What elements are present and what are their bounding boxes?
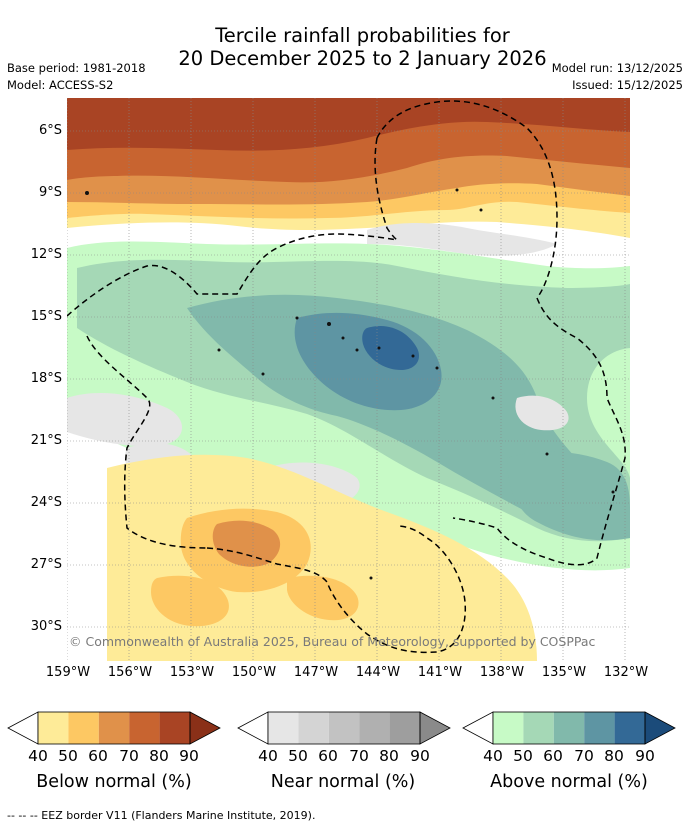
colorbar-outline <box>267 711 421 745</box>
colorbar-under-arrow <box>237 711 269 745</box>
colorbar-outline <box>492 711 646 745</box>
probability-map: © Commonwealth of Australia 2025, Bureau… <box>67 98 630 661</box>
x-tick-159w: 159°W <box>45 665 91 680</box>
above-normal-region-70 <box>187 294 611 530</box>
colorbar-segment <box>268 712 299 744</box>
colorbar-segment <box>38 712 69 744</box>
colorbar-segment <box>98 712 130 744</box>
eez-border-french-polynesia <box>452 297 626 566</box>
islands <box>85 188 615 580</box>
model-run: Model run: 13/12/2025 <box>551 61 683 75</box>
cb-below-tick-50: 50 <box>58 747 78 765</box>
x-tick-141w: 141°W <box>417 665 463 680</box>
cb-below-tick-60: 60 <box>88 747 108 765</box>
issued-date: Issued: 15/12/2025 <box>572 78 683 92</box>
cb-above-tick-40: 40 <box>483 747 503 765</box>
y-tick-18s: 18°S <box>30 371 62 386</box>
y-tick-27s: 27°S <box>30 557 62 572</box>
above-normal-region-80-b <box>362 326 420 370</box>
x-tick-150w: 150°W <box>231 665 277 680</box>
eez-border-cook-south <box>86 335 208 549</box>
near-normal-region-north <box>367 223 557 256</box>
colorbar-below-normal <box>7 711 221 745</box>
colorbar-below-normal-label: Below normal (%) <box>36 772 192 792</box>
eez-legend-note: -- -- -- EEZ border V11 (Flanders Marine… <box>7 809 316 822</box>
cb-above-tick-50: 50 <box>513 747 533 765</box>
colorbar-segment <box>389 712 420 744</box>
y-tick-9s: 9°S <box>38 185 62 200</box>
colorbar-segment <box>298 712 329 744</box>
x-tick-138w: 138°W <box>479 665 525 680</box>
near-normal-patch-west <box>67 393 182 447</box>
colorbar-segment <box>553 712 585 744</box>
cb-above-tick-80: 80 <box>604 747 624 765</box>
below-normal-region-south-60-b <box>151 575 229 627</box>
x-tick-153w: 153°W <box>169 665 215 680</box>
below-normal-region-north-90 <box>67 98 630 151</box>
colorbar-outline <box>37 711 191 745</box>
y-tick-6s: 6°S <box>38 123 62 138</box>
colorbar-over-arrow <box>419 711 451 745</box>
colorbar-segment <box>68 712 99 744</box>
colorbars <box>7 711 676 745</box>
colorbar-segment <box>359 712 390 744</box>
model-name: Model: ACCESS-S2 <box>7 78 114 92</box>
x-tick-144w: 144°W <box>355 665 401 680</box>
cb-above-tick-60: 60 <box>543 747 563 765</box>
eez-border-kiribati <box>376 100 558 299</box>
x-tick-156w: 156°W <box>107 665 153 680</box>
colorbar-near-normal-label: Near normal (%) <box>270 772 416 792</box>
above-normal-region-east <box>507 451 630 541</box>
eez-border-kiribati-west <box>374 137 398 241</box>
colorbar-segment <box>523 712 554 744</box>
cb-below-tick-70: 70 <box>119 747 139 765</box>
cb-below-tick-80: 80 <box>149 747 169 765</box>
colorbar-near-normal <box>237 711 451 745</box>
y-tick-30s: 30°S <box>30 619 62 634</box>
map-title-line1: Tercile rainfall probabilities for <box>215 24 510 47</box>
colorbar-over-arrow <box>644 711 676 745</box>
cb-near-tick-80: 80 <box>379 747 399 765</box>
cb-near-tick-40: 40 <box>258 747 278 765</box>
colorbar-segment <box>493 712 524 744</box>
colorbar-above-normal <box>462 711 676 745</box>
below-normal-region-south-70 <box>212 520 281 567</box>
y-tick-24s: 24°S <box>30 495 62 510</box>
colorbar-segment <box>159 712 190 744</box>
colorbar-under-arrow <box>7 711 39 745</box>
below-normal-region-south-60-c <box>287 575 359 621</box>
colorbar-over-arrow <box>189 711 221 745</box>
colorbar-segment <box>584 712 615 744</box>
cb-below-tick-40: 40 <box>28 747 48 765</box>
copyright-note: © Commonwealth of Australia 2025, Bureau… <box>69 634 595 649</box>
colorbar-under-arrow <box>462 711 494 745</box>
cb-above-tick-90: 90 <box>635 747 655 765</box>
cb-near-tick-50: 50 <box>288 747 308 765</box>
x-tick-147w: 147°W <box>293 665 339 680</box>
colorbar-segment <box>129 712 160 744</box>
map-title-line2: 20 December 2025 to 2 January 2026 <box>178 47 547 70</box>
cb-below-tick-90: 90 <box>179 747 199 765</box>
cb-near-tick-90: 90 <box>410 747 430 765</box>
y-tick-21s: 21°S <box>30 433 62 448</box>
cb-near-tick-60: 60 <box>318 747 338 765</box>
x-tick-132w: 132°W <box>603 665 649 680</box>
eez-border-cook-islands <box>67 233 398 317</box>
base-period: Base period: 1981-2018 <box>7 61 146 75</box>
y-tick-12s: 12°S <box>30 247 62 262</box>
y-tick-15s: 15°S <box>30 309 62 324</box>
near-normal-patch-east <box>515 395 569 431</box>
colorbar-above-normal-label: Above normal (%) <box>490 772 648 792</box>
x-tick-135w: 135°W <box>541 665 587 680</box>
colorbar-segment <box>328 712 360 744</box>
cb-near-tick-70: 70 <box>349 747 369 765</box>
eez-borders <box>67 100 626 654</box>
cb-above-tick-70: 70 <box>574 747 594 765</box>
colorbar-segment <box>614 712 645 744</box>
eez-border-austral <box>206 525 467 654</box>
